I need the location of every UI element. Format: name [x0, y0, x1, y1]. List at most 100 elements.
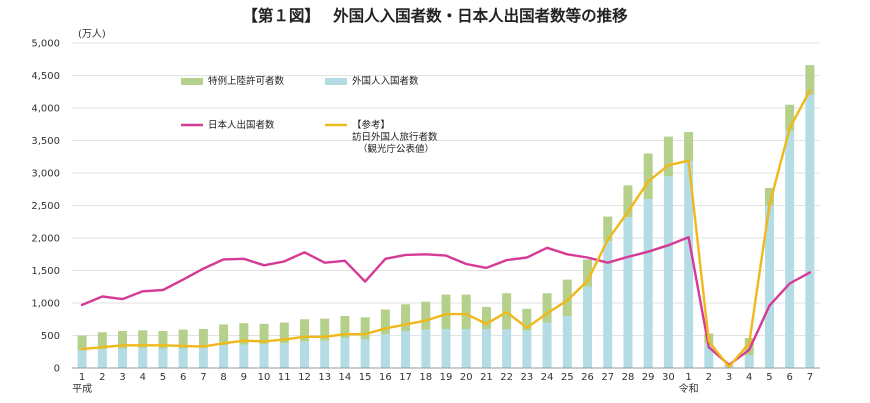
bar-special-landing [97, 332, 107, 350]
bar-foreign-entrants [684, 161, 694, 368]
x-tick-label: 4 [140, 372, 146, 383]
line-visitor-arrivals [80, 89, 812, 368]
x-tick-label: 26 [581, 372, 594, 383]
x-tick-label: 27 [601, 372, 614, 383]
bar-foreign-entrants [744, 355, 754, 368]
bar-special-landing [299, 319, 309, 342]
bar-foreign-entrants [603, 241, 613, 368]
bar-foreign-entrants [118, 348, 128, 368]
legend-swatch-bar [181, 78, 203, 85]
x-tick-label: 16 [379, 372, 392, 383]
x-tick-label: 21 [480, 372, 493, 383]
bar-foreign-entrants [77, 350, 87, 368]
bar-foreign-entrants [279, 343, 289, 368]
bar-foreign-entrants [158, 348, 168, 368]
legend-label: 外国人入国者数 [352, 75, 419, 87]
x-tick-label: 9 [241, 372, 247, 383]
bar-special-landing [219, 324, 229, 346]
bar-foreign-entrants [198, 347, 208, 368]
legend-label-line: 訪日外国人旅行者数 [352, 131, 438, 143]
bar-special-landing [118, 330, 128, 349]
y-unit-label: (万人) [78, 28, 106, 40]
bar-special-landing [421, 301, 431, 330]
bar-foreign-entrants [481, 329, 491, 368]
bar-special-landing [663, 136, 673, 177]
x-tick-label: 17 [399, 372, 412, 383]
bar-foreign-entrants [178, 348, 188, 368]
bar-foreign-entrants [360, 339, 370, 368]
bar-foreign-entrants [97, 349, 107, 368]
line-layer [80, 89, 812, 368]
bar-foreign-entrants [562, 316, 572, 368]
y-tick-label: 4,500 [31, 71, 60, 82]
bar-foreign-entrants [583, 286, 593, 368]
bar-foreign-entrants [239, 344, 249, 368]
bar-foreign-entrants [219, 345, 229, 368]
x-tick-label: 19 [440, 372, 453, 383]
x-tick-label: 7 [200, 372, 206, 383]
x-tick-label: 18 [419, 372, 432, 383]
bar-special-landing [603, 216, 613, 242]
bar-special-landing [583, 259, 593, 287]
bar-foreign-entrants [320, 340, 330, 368]
y-tick-label: 1,500 [31, 266, 60, 277]
bar-special-landing [441, 294, 451, 329]
bar-special-landing [684, 132, 694, 162]
bar-foreign-entrants [259, 343, 269, 368]
y-tick-label: 0 [54, 364, 60, 375]
bar-special-landing [744, 338, 754, 355]
era-label: 令和 [679, 382, 699, 395]
bar-foreign-entrants [704, 343, 714, 368]
y-tick-label: 4,000 [31, 104, 60, 115]
bar-special-landing [178, 329, 188, 349]
bar-special-landing [77, 335, 87, 351]
x-tick-label: 11 [278, 372, 291, 383]
x-tick-label: 1 [685, 372, 691, 383]
bar-foreign-entrants [522, 330, 532, 368]
bar-special-landing [198, 329, 208, 348]
bar-special-landing [380, 309, 390, 335]
bar-foreign-entrants [401, 330, 411, 368]
x-tick-label: 6 [786, 372, 792, 383]
bar-foreign-entrants [441, 329, 451, 368]
axis-layer: 0 500 1,000 1,500 2,000 2,500 3,000 3,500 4,000 4… [31, 39, 820, 395]
bar-special-landing [623, 185, 633, 218]
bar-foreign-entrants [340, 338, 350, 368]
bar-special-landing [562, 279, 572, 316]
x-tick-label: 8 [220, 372, 226, 383]
x-tick-label: 4 [746, 372, 752, 383]
bar-foreign-entrants [805, 95, 815, 368]
chart-title: 【第１図】 外国人入国者数・日本人出国者数等の推移 [242, 6, 628, 25]
x-tick-label: 15 [359, 372, 372, 383]
x-tick-label: 5 [766, 372, 772, 383]
bar-foreign-entrants [785, 130, 795, 368]
x-tick-label: 23 [520, 372, 533, 383]
bar-special-landing [542, 293, 552, 323]
x-tick-label: 6 [180, 372, 186, 383]
bar-foreign-entrants [299, 341, 309, 368]
x-tick-label: 1 [79, 372, 85, 383]
x-tick-label: 2 [99, 372, 105, 383]
legend-label-line: （観光庁公表値） [358, 143, 434, 155]
bar-foreign-entrants [542, 322, 552, 368]
y-tick-label: 1,000 [31, 299, 60, 310]
legend-label: 【参考】 [352, 119, 390, 131]
x-tick-label: 14 [339, 372, 352, 383]
x-tick-label: 30 [662, 372, 675, 383]
x-tick-label: 28 [622, 372, 635, 383]
y-tick-label: 3,500 [31, 136, 60, 147]
bar-special-landing [239, 323, 249, 345]
x-tick-label: 25 [561, 372, 574, 383]
x-tick-label: 20 [460, 372, 473, 383]
bar-foreign-entrants [643, 199, 653, 368]
bar-foreign-entrants [623, 217, 633, 368]
x-tick-label: 24 [541, 372, 554, 383]
x-tick-label: 7 [807, 372, 813, 383]
y-tick-label: 2,500 [31, 201, 60, 212]
bar-foreign-entrants [380, 334, 390, 368]
legend-label: 特例上陸許可者数 [208, 75, 285, 87]
bar-special-landing [522, 308, 532, 331]
bar-special-landing [320, 318, 330, 341]
